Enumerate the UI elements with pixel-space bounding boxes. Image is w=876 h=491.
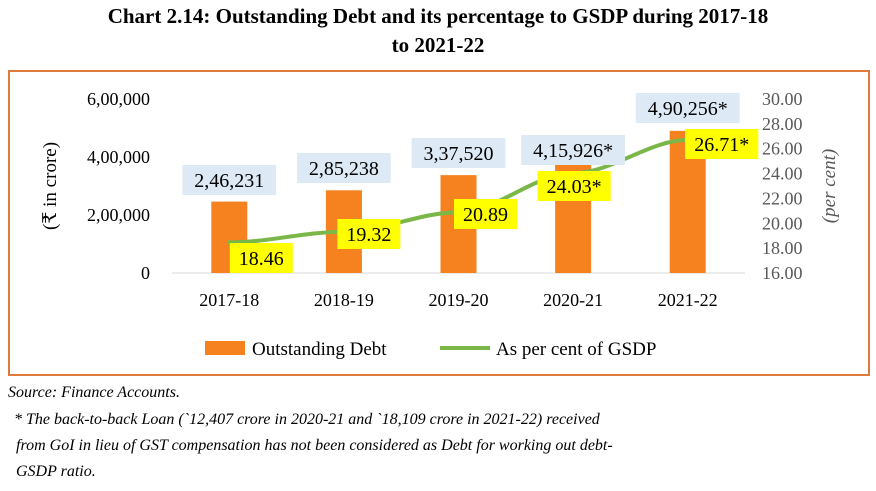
debt-label-box	[521, 135, 625, 165]
right-axis-tick-label: 28.00	[762, 114, 803, 134]
right-axis-tick-label: 20.00	[762, 213, 803, 233]
footnote-line-2: from GoI in lieu of GST compensation has…	[16, 437, 613, 454]
right-axis-tick-label: 30.00	[762, 89, 803, 109]
source-note: Source: Finance Accounts.	[8, 384, 180, 401]
x-axis-tick-label: 2020-21	[543, 290, 603, 310]
gsdp-data-label: 20.89	[463, 204, 508, 226]
left-axis-tick-label: 2,00,000	[87, 205, 150, 225]
right-axis-tick-label: 24.00	[762, 164, 803, 184]
gsdp-label-box	[537, 171, 611, 201]
debt-label-box	[411, 138, 506, 168]
gsdp-label-box	[454, 199, 517, 229]
right-axis-tick-label: 18.00	[762, 238, 803, 258]
debt-data-label: 4,90,256*	[648, 98, 728, 120]
gsdp-label-box	[685, 129, 759, 159]
chart-title-line-1: Chart 2.14: Outstanding Debt and its per…	[107, 4, 769, 28]
debt-gsdp-chart: 0 2,00,000 4,00,000 6,00,000 16.00 18.00 20.00…	[40, 89, 840, 360]
left-axis-title: (₹ in crore)	[40, 142, 61, 230]
gsdp-label-box	[229, 243, 293, 273]
legend-label-gsdp: As per cent of GSDP	[496, 339, 656, 360]
gsdp-data-label: 24.03*	[547, 176, 602, 198]
right-axis-tick-label: 16.00	[762, 263, 803, 283]
left-axis-tick-label: 0	[141, 263, 150, 283]
debt-data-label: 2,85,238	[309, 158, 379, 180]
right-axis-tick-label: 26.00	[762, 139, 803, 159]
gsdp-data-label: 19.32	[346, 224, 391, 246]
debt-label-box	[635, 93, 740, 123]
debt-label-box	[182, 165, 277, 195]
gsdp-label-box	[337, 219, 401, 249]
footnote-line-3: GSDP ratio.	[16, 463, 96, 480]
x-axis-tick-label: 2018-19	[314, 290, 374, 310]
chart-title: Chart 2.14: Outstanding Debt and its per…	[0, 2, 876, 60]
x-axis-tick-label: 2017-18	[199, 290, 259, 310]
left-axis-tick-label: 6,00,000	[87, 89, 150, 109]
legend-label-outstanding-debt: Outstanding Debt	[252, 339, 387, 360]
gsdp-data-label: 18.46	[239, 248, 284, 270]
debt-data-label: 2,46,231	[194, 170, 264, 192]
gsdp-data-label: 26.71*	[694, 134, 749, 156]
x-axis-tick-label: 2019-20	[429, 290, 489, 310]
debt-label-box	[297, 153, 391, 183]
debt-data-label: 3,37,520	[424, 143, 494, 165]
left-axis-tick-label: 4,00,000	[87, 147, 150, 167]
right-axis-title: (per cent)	[819, 149, 840, 223]
x-axis-tick-label: 2021-22	[658, 290, 718, 310]
right-axis-tick-label: 22.00	[762, 188, 803, 208]
debt-data-label: 4,15,926*	[533, 140, 613, 162]
legend-swatch-outstanding-debt	[205, 341, 245, 355]
chart-title-line-2: to 2021-22	[391, 33, 485, 57]
footnote-line-1: * The back-to-back Loan (`12,407 crore i…	[14, 411, 600, 428]
